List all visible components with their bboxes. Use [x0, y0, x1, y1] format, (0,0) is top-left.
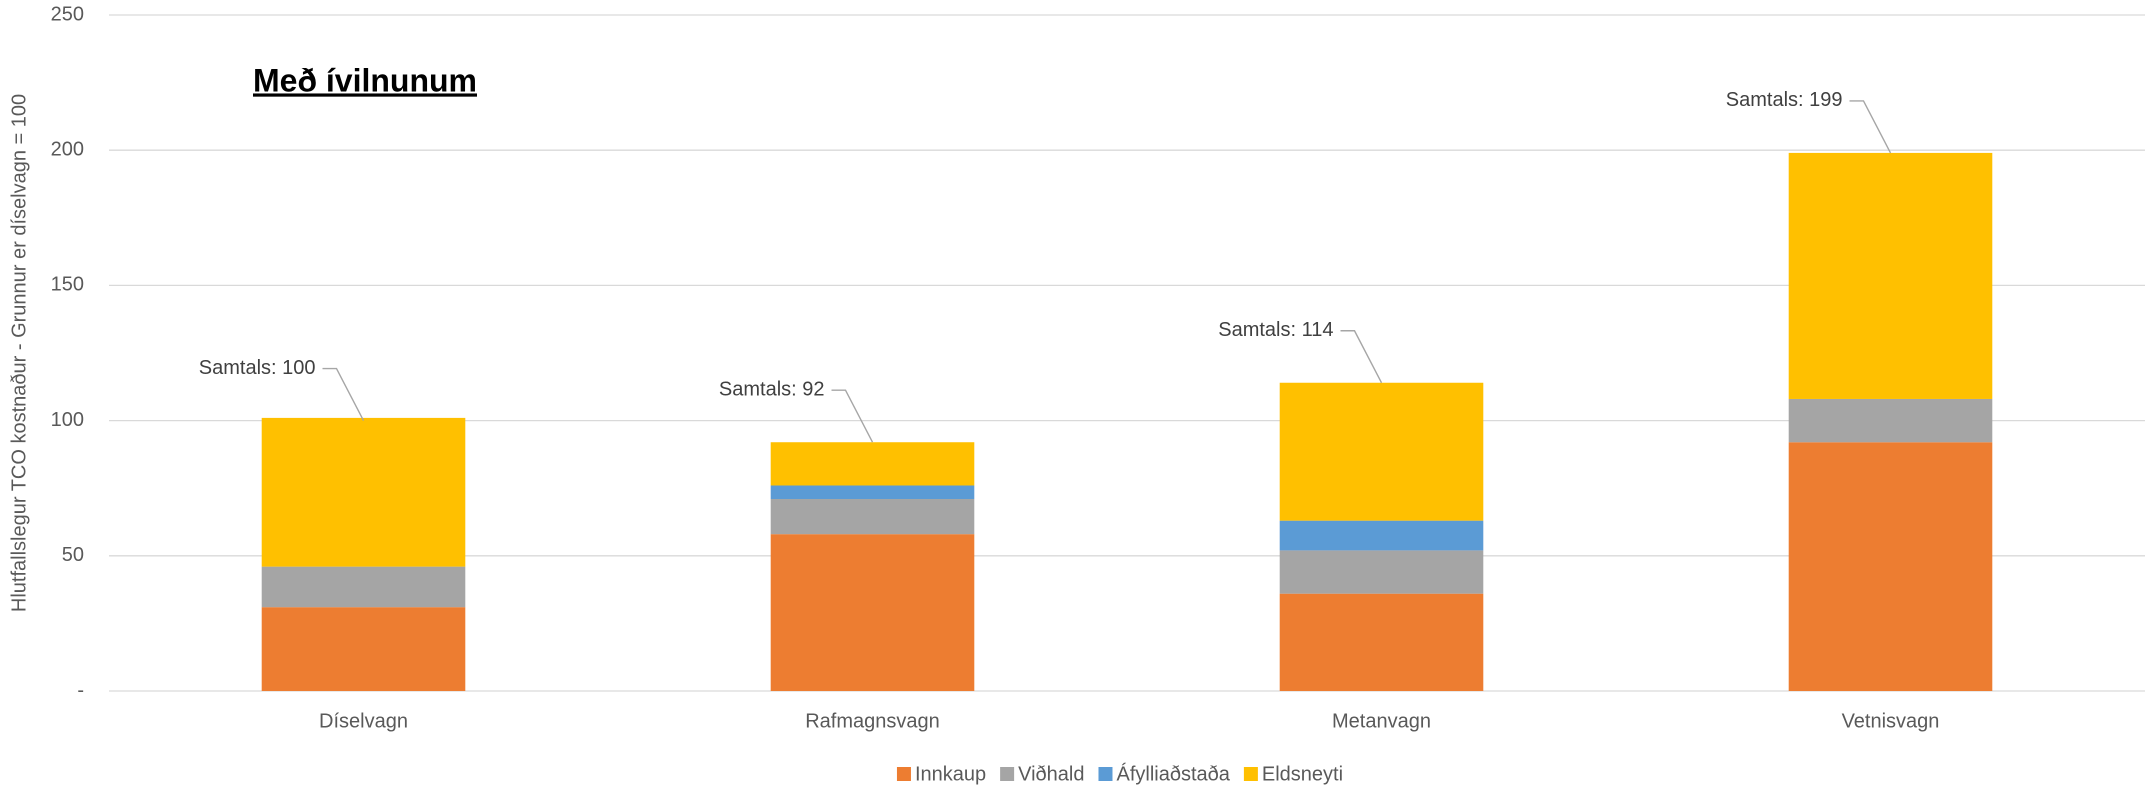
bar-segment	[1788, 442, 1993, 691]
y-axis-label: Hlutfallslegur TCO kostnaður - Grunnur e…	[8, 94, 30, 612]
bar-segment	[1788, 398, 1993, 443]
leader-line	[831, 389, 874, 443]
legend-swatch	[896, 767, 911, 781]
y-tick-label: -	[77, 679, 84, 701]
total-label: Samtals: 199	[1726, 89, 1843, 111]
x-tick-label: Metanvagn	[1332, 710, 1431, 732]
legend-label: Innkaup	[915, 763, 986, 785]
bar-segment	[770, 499, 975, 535]
legend-label: Viðhald	[1018, 763, 1084, 785]
bar-segment	[1788, 152, 1993, 399]
x-tick-label: Rafmagnsvagn	[805, 710, 940, 732]
y-tick-label: 50	[62, 544, 84, 566]
total-label: Samtals: 92	[719, 379, 825, 401]
legend-swatch	[1243, 767, 1258, 781]
bar-segment	[1279, 593, 1484, 691]
bar-segment	[770, 442, 975, 486]
total-label: Samtals: 100	[199, 357, 316, 379]
bar-segment	[770, 534, 975, 691]
leader-line	[322, 367, 365, 421]
bar-segment	[1279, 550, 1484, 594]
chart-subtitle: Með ívilnunum	[253, 62, 477, 98]
x-tick-label: Vetnisvagn	[1842, 710, 1940, 732]
bar-segment	[1279, 520, 1484, 551]
bar-segment	[1279, 382, 1484, 521]
y-tick-label: 200	[51, 138, 84, 160]
y-tick-label: 100	[51, 409, 84, 431]
y-tick-label: 150	[51, 274, 84, 296]
y-tick-label: 250	[51, 3, 84, 25]
legend-swatch	[1098, 767, 1113, 781]
x-tick-label: Díselvagn	[319, 710, 408, 732]
legend-label: Áfylliaðstaða	[1116, 762, 1230, 785]
bar-segment	[770, 485, 975, 500]
leader-line	[1340, 330, 1383, 384]
bar-segment	[261, 566, 466, 608]
legend-label: Eldsneyti	[1262, 763, 1343, 785]
leader-line	[1849, 100, 1892, 154]
bar-segment	[261, 607, 466, 691]
total-label: Samtals: 114	[1218, 319, 1333, 341]
legend-swatch	[1000, 767, 1015, 781]
bar-segment	[261, 417, 466, 567]
